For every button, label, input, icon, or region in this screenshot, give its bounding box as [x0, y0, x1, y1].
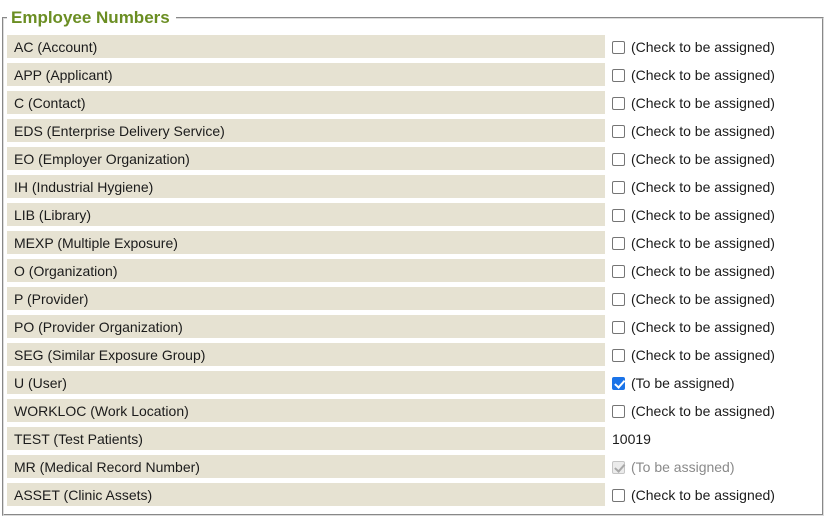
row-control-cell: (Check to be assigned) — [605, 343, 820, 366]
row-control-cell: (Check to be assigned) — [605, 231, 820, 254]
table-row: MR (Medical Record Number) (To be assign… — [7, 455, 820, 478]
row-label: C (Contact) — [7, 91, 605, 114]
row-control-cell: (Check to be assigned) — [605, 287, 820, 310]
row-control-cell: (Check to be assigned) — [605, 175, 820, 198]
assign-checkbox[interactable] — [612, 180, 625, 194]
row-control-cell: (Check to be assigned) — [605, 259, 820, 282]
assigned-number: 10019 — [612, 430, 651, 447]
table-row: PO (Provider Organization) (Check to be … — [7, 315, 820, 338]
assign-checkbox[interactable] — [612, 320, 625, 334]
row-label: ASSET (Clinic Assets) — [7, 483, 605, 506]
table-row: U (User) (To be assigned) — [7, 371, 820, 394]
assign-checkbox[interactable] — [612, 236, 625, 250]
row-label: MR (Medical Record Number) — [7, 455, 605, 478]
row-label: APP (Applicant) — [7, 63, 605, 86]
assign-label: (Check to be assigned) — [631, 178, 775, 195]
assign-checkbox[interactable] — [612, 376, 625, 390]
row-label: U (User) — [7, 371, 605, 394]
assign-label: (To be assigned) — [631, 458, 735, 475]
assign-checkbox[interactable] — [612, 40, 625, 54]
table-row: AC (Account) (Check to be assigned) — [7, 35, 820, 58]
row-label: O (Organization) — [7, 259, 605, 282]
row-control-cell: (Check to be assigned) — [605, 63, 820, 86]
panel-title: Employee Numbers — [11, 8, 170, 27]
assign-label: (Check to be assigned) — [631, 38, 775, 55]
employee-numbers-table-body: AC (Account) (Check to be assigned) APP … — [7, 35, 820, 506]
table-row: MEXP (Multiple Exposure) (Check to be as… — [7, 231, 820, 254]
row-control-cell: (Check to be assigned) — [605, 483, 820, 506]
assign-label: (Check to be assigned) — [631, 402, 775, 419]
row-control-cell: (Check to be assigned) — [605, 147, 820, 170]
assign-checkbox[interactable] — [612, 348, 625, 362]
assign-label: (Check to be assigned) — [631, 206, 775, 223]
employee-numbers-panel: Employee Numbers AC (Account) (Check to … — [2, 8, 824, 516]
assign-label: (Check to be assigned) — [631, 66, 775, 83]
assign-label: (Check to be assigned) — [631, 486, 775, 503]
assign-checkbox[interactable] — [612, 68, 625, 82]
assign-checkbox[interactable] — [612, 152, 625, 166]
table-row: IH (Industrial Hygiene) (Check to be ass… — [7, 175, 820, 198]
row-label: TEST (Test Patients) — [7, 427, 605, 450]
row-label: IH (Industrial Hygiene) — [7, 175, 605, 198]
row-label: PO (Provider Organization) — [7, 315, 605, 338]
table-row: P (Provider) (Check to be assigned) — [7, 287, 820, 310]
table-row: EDS (Enterprise Delivery Service) (Check… — [7, 119, 820, 142]
assign-checkbox[interactable] — [612, 488, 625, 502]
assign-checkbox[interactable] — [612, 208, 625, 222]
row-control-cell: 10019 — [605, 427, 820, 450]
row-control-cell: (Check to be assigned) — [605, 399, 820, 422]
row-label: EDS (Enterprise Delivery Service) — [7, 119, 605, 142]
row-control-cell: (To be assigned) — [605, 371, 820, 394]
row-control-cell: (Check to be assigned) — [605, 119, 820, 142]
row-label: EO (Employer Organization) — [7, 147, 605, 170]
row-label: MEXP (Multiple Exposure) — [7, 231, 605, 254]
table-row: O (Organization) (Check to be assigned) — [7, 259, 820, 282]
table-row: C (Contact) (Check to be assigned) — [7, 91, 820, 114]
assign-label: (To be assigned) — [631, 374, 735, 391]
table-row: LIB (Library) (Check to be assigned) — [7, 203, 820, 226]
assign-checkbox[interactable] — [612, 264, 625, 278]
table-row: SEG (Similar Exposure Group) (Check to b… — [7, 343, 820, 366]
row-control-cell: (Check to be assigned) — [605, 91, 820, 114]
row-control-cell: (Check to be assigned) — [605, 35, 820, 58]
row-control-cell: (Check to be assigned) — [605, 315, 820, 338]
row-label: WORKLOC (Work Location) — [7, 399, 605, 422]
table-row: EO (Employer Organization) (Check to be … — [7, 147, 820, 170]
row-control-cell: (To be assigned) — [605, 455, 820, 478]
table-row: WORKLOC (Work Location) (Check to be ass… — [7, 399, 820, 422]
assign-checkbox[interactable] — [612, 96, 625, 110]
assign-label: (Check to be assigned) — [631, 122, 775, 139]
assign-checkbox[interactable] — [612, 124, 625, 138]
row-label: P (Provider) — [7, 287, 605, 310]
assign-label: (Check to be assigned) — [631, 290, 775, 307]
table-row: APP (Applicant) (Check to be assigned) — [7, 63, 820, 86]
assign-checkbox — [612, 460, 625, 474]
table-row: TEST (Test Patients) 10019 — [7, 427, 820, 450]
assign-label: (Check to be assigned) — [631, 318, 775, 335]
table-row: ASSET (Clinic Assets) (Check to be assig… — [7, 483, 820, 506]
assign-label: (Check to be assigned) — [631, 234, 775, 251]
row-label: AC (Account) — [7, 35, 605, 58]
assign-label: (Check to be assigned) — [631, 150, 775, 167]
row-control-cell: (Check to be assigned) — [605, 203, 820, 226]
assign-label: (Check to be assigned) — [631, 94, 775, 111]
employee-numbers-table: AC (Account) (Check to be assigned) APP … — [7, 30, 820, 511]
assign-label: (Check to be assigned) — [631, 346, 775, 363]
row-label: LIB (Library) — [7, 203, 605, 226]
row-label: SEG (Similar Exposure Group) — [7, 343, 605, 366]
assign-checkbox[interactable] — [612, 292, 625, 306]
assign-checkbox[interactable] — [612, 404, 625, 418]
assign-label: (Check to be assigned) — [631, 262, 775, 279]
